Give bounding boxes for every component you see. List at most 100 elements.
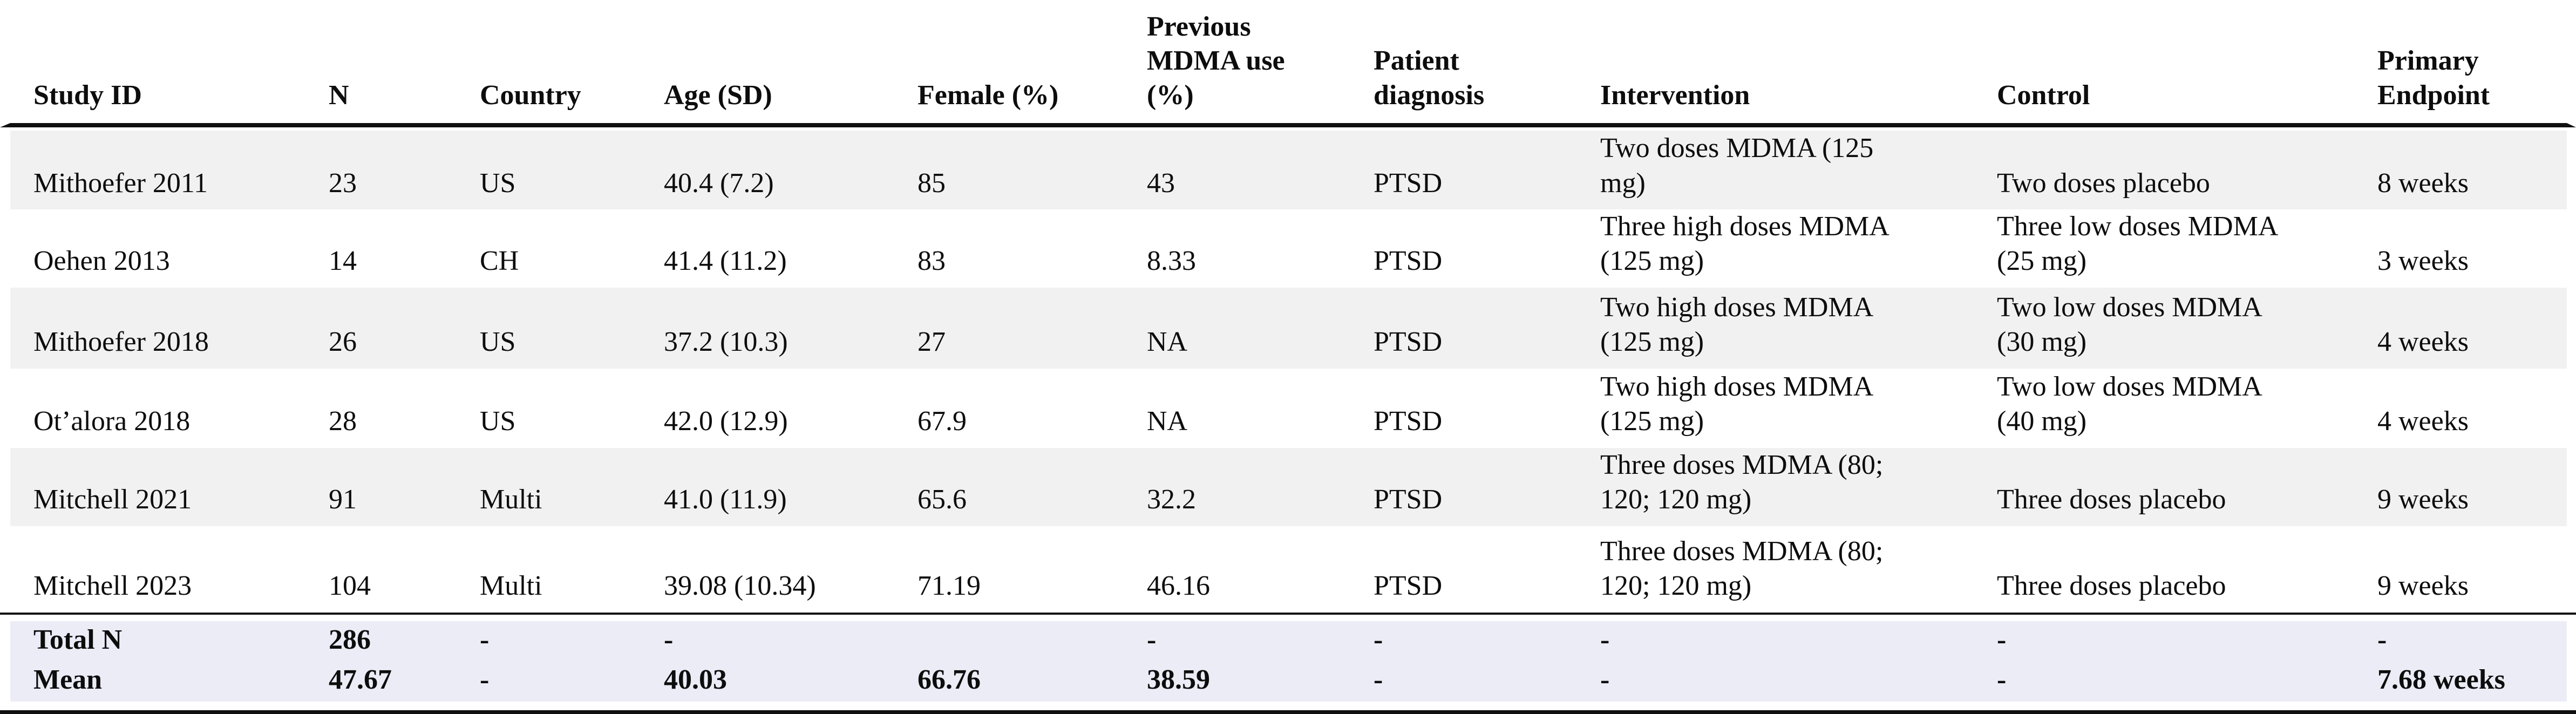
cell-previous-mdma-use: 43 (1147, 127, 1374, 209)
cell-intervention: Two doses MDMA (125 mg) (1600, 127, 1997, 209)
cell-intervention: Three doses MDMA (80; 120; 120 mg) (1600, 447, 1997, 526)
cell-female-pct: 66.76 (917, 661, 1147, 702)
cell-control: - (1997, 661, 2377, 702)
column-header-female-pct: Female (%) (917, 0, 1147, 127)
cell-female-pct: 85 (917, 127, 1147, 209)
cell-age-sd: 40.4 (7.2) (664, 127, 917, 209)
summary-row-mean: Mean 47.67 - 40.03 66.76 38.59 - - - 7.6… (0, 661, 2576, 702)
cell-diagnosis: PTSD (1374, 447, 1600, 526)
cell-previous-mdma-use: NA (1147, 406, 1188, 437)
cell-study-id: Mithoefer 2018 (0, 287, 329, 369)
cell-study-id: Oehen 2013 (0, 209, 329, 288)
column-header-country: Country (480, 0, 664, 127)
table-body: Mithoefer 2011 23 US 40.4 (7.2) 85 43 PT… (0, 127, 2576, 714)
cell-n: 286 (329, 621, 480, 661)
cell-country: - (480, 661, 664, 702)
cell-study-id: Mitchell 2023 (0, 526, 329, 613)
cell-control: Two doses placebo (1997, 127, 2377, 209)
column-header-intervention: Intervention (1600, 0, 1997, 127)
cell-n: 47.67 (329, 661, 480, 702)
cell-age-sd: 37.2 (10.3) (664, 287, 917, 369)
cell-diagnosis: PTSD (1374, 127, 1600, 209)
cell-female-pct (917, 621, 1147, 661)
cell-summary-label: Total N (0, 621, 329, 661)
cell-intervention: Two high doses MDMA (125 mg) (1600, 287, 1997, 369)
header-row: Study ID N Country Age (SD) Female (%) P… (0, 0, 2576, 127)
column-header-primary-endpoint: Primary Endpoint (2377, 0, 2576, 127)
cell-age-sd: 40.03 (664, 661, 917, 702)
cell-primary-endpoint: 9 weeks (2377, 447, 2576, 526)
cell-control: Two low doses MDMA (30 mg) (1997, 287, 2377, 369)
cell-primary-endpoint: - (2377, 621, 2576, 661)
column-header-age-sd: Age (SD) (664, 0, 917, 127)
column-header-patient-diagnosis: Patient diagnosis (1374, 0, 1600, 127)
table-row: Mitchell 2023 104 Multi 39.08 (10.34) 71… (0, 526, 2576, 613)
cell-primary-endpoint: 9 weeks (2377, 526, 2576, 613)
cell-intervention: Two high doses MDMA (125 mg) (1600, 371, 1874, 437)
table-row: Oehen 2013 14 CH 41.4 (11.2) 83 8.33 PTS… (0, 209, 2576, 288)
cell-study-id: Mitchell 2021 (0, 447, 329, 526)
table-header: Study ID N Country Age (SD) Female (%) P… (0, 0, 2576, 127)
cell-control: Three doses placebo (1997, 447, 2377, 526)
column-header-previous-mdma-use: Previous MDMA use (%) (1147, 0, 1374, 127)
cell-intervention: Three doses MDMA (80; 120; 120 mg) (1600, 535, 1884, 602)
cell-age-sd: - (664, 621, 917, 661)
table-row: Mithoefer 2011 23 US 40.4 (7.2) 85 43 PT… (0, 127, 2576, 209)
table-row: Ot’alora 2018 28 US 42.0 (12.9) 67.9 NA … (0, 368, 2576, 448)
cell-control: Three low doses MDMA (25 mg) (1997, 211, 2279, 277)
cell-n: 104 (329, 570, 371, 602)
cell-primary-endpoint: 3 weeks (2377, 209, 2576, 288)
cell-n: 28 (329, 406, 357, 437)
summary-row-total-n: Total N 286 - - - - - - - (0, 621, 2576, 661)
cell-female-pct: 27 (917, 287, 1147, 369)
cell-age-sd: 41.4 (11.2) (664, 246, 787, 277)
cell-country: US (480, 127, 664, 209)
cell-intervention: - (1600, 621, 1997, 661)
cell-control: Two low doses MDMA (40 mg) (1997, 371, 2262, 437)
cell-primary-endpoint: 4 weeks (2377, 287, 2576, 369)
cell-female-pct: 71.19 (917, 570, 981, 602)
cell-age-sd: 39.08 (10.34) (664, 570, 816, 602)
cell-study-id: Ot’alora 2018 (0, 368, 329, 448)
cell-diagnosis: - (1374, 661, 1600, 702)
cell-primary-endpoint: 7.68 weeks (2377, 661, 2576, 702)
cell-female-pct: 65.6 (917, 447, 1147, 526)
cell-diagnosis: - (1374, 621, 1600, 661)
bottom-rule (0, 710, 2576, 714)
cell-previous-mdma-use: 8.33 (1147, 246, 1196, 277)
cell-intervention: Three high doses MDMA (125 mg) (1600, 211, 1889, 277)
cell-diagnosis: PTSD (1374, 246, 1443, 277)
cell-intervention: - (1600, 661, 1997, 702)
cell-diagnosis: PTSD (1374, 406, 1443, 437)
cell-previous-mdma-use: NA (1147, 287, 1374, 369)
bottom-gap (0, 701, 2576, 710)
cell-primary-endpoint: 8 weeks (2377, 127, 2576, 209)
cell-study-id: Mithoefer 2011 (0, 127, 329, 209)
cell-previous-mdma-use: - (1147, 621, 1374, 661)
cell-country: CH (480, 246, 519, 277)
cell-female-pct: 83 (917, 246, 946, 277)
summary-divider-rule (0, 612, 2576, 621)
cell-control: Three doses placebo (1997, 570, 2226, 602)
cell-n: 14 (329, 246, 357, 277)
cell-age-sd: 41.0 (11.9) (664, 447, 917, 526)
column-header-study-id: Study ID (0, 0, 329, 127)
cell-previous-mdma-use: 32.2 (1147, 447, 1374, 526)
table-row: Mithoefer 2018 26 US 37.2 (10.3) 27 NA P… (0, 287, 2576, 369)
cell-n: 91 (329, 447, 480, 526)
cell-n: 23 (329, 127, 480, 209)
cell-female-pct: 67.9 (917, 406, 967, 437)
cell-previous-mdma-use: 38.59 (1147, 661, 1374, 702)
cell-summary-label: Mean (0, 661, 329, 702)
cell-country: US (480, 287, 664, 369)
cell-country: Multi (480, 447, 664, 526)
cell-control: - (1997, 621, 2377, 661)
cell-previous-mdma-use: 46.16 (1147, 570, 1210, 602)
cell-diagnosis: PTSD (1374, 287, 1600, 369)
column-header-n: N (329, 0, 480, 127)
column-header-control: Control (1997, 0, 2377, 127)
cell-country: US (480, 406, 516, 437)
cell-country: Multi (480, 570, 542, 602)
